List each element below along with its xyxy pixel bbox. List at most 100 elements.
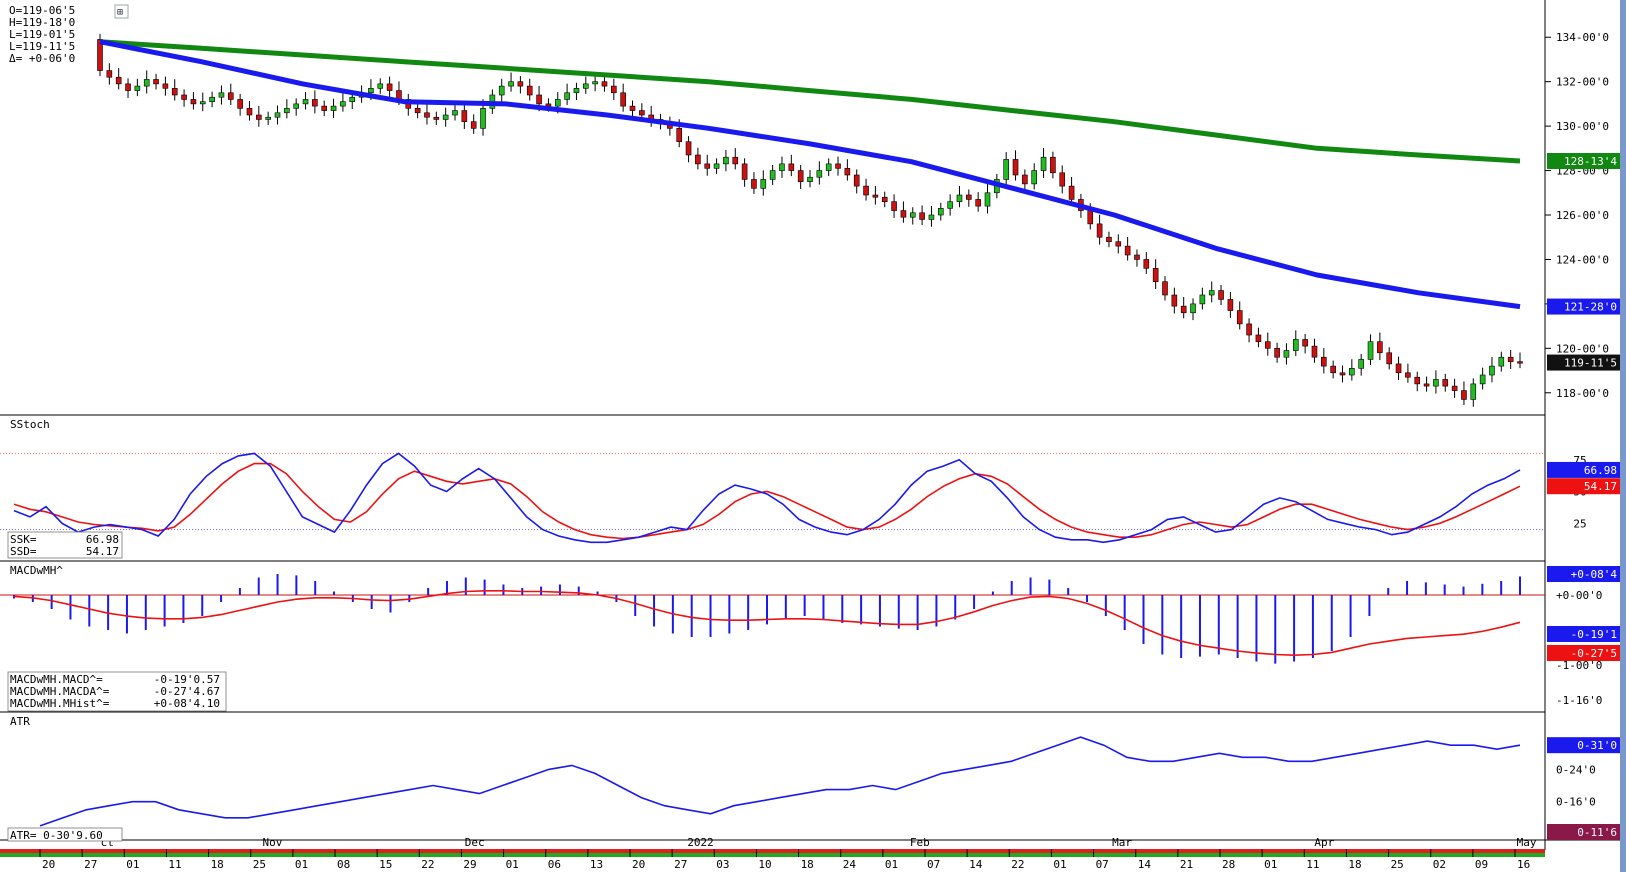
candle-body (1349, 368, 1355, 376)
date-label: 20 (632, 858, 645, 871)
candle-body (1022, 174, 1028, 185)
candle-body (797, 170, 804, 182)
stoch-k-line (13, 452, 1521, 544)
ohlc-line: H=119-18'0 (9, 16, 75, 29)
candle-body (536, 94, 542, 105)
candle-body (368, 88, 374, 94)
date-label: 06 (548, 858, 561, 871)
macd-macd-tag-bg (1547, 626, 1620, 642)
stoch-readout: SSK= 66.98 SSD= 54.17 (7, 531, 123, 559)
candle-body (853, 174, 860, 187)
last-price-tag-bg (1547, 354, 1620, 371)
candle-body (498, 85, 505, 96)
date-label: 16 (1517, 858, 1530, 871)
candle-body (349, 96, 356, 102)
ohlc-line: Δ= +0-06'0 (9, 52, 75, 65)
candle-body (592, 81, 598, 85)
expand-button-frame[interactable] (114, 4, 129, 19)
last-price-tag: 119-11'5 (1564, 357, 1617, 370)
date-label: 09 (1475, 858, 1488, 871)
date-label: 22 (421, 858, 434, 871)
atr-readout-text: ATR= 0-30'9.60 (10, 829, 103, 842)
price-axis-label: 132-00'0 (1556, 76, 1609, 89)
atr-axis-label: 0-16'0 (1556, 796, 1596, 809)
candle-body (171, 88, 178, 96)
candle-body (321, 105, 328, 111)
date-label: 18 (1348, 858, 1361, 871)
candle-body (1059, 172, 1066, 187)
candle-body (760, 179, 767, 189)
candle-body (1236, 310, 1243, 325)
date-label: 13 (590, 858, 603, 871)
candle-body (97, 39, 103, 71)
macd-macd-tag: -0-19'1 (1571, 628, 1617, 641)
stoch-title: SStoch (10, 418, 50, 431)
candle-body (1040, 156, 1047, 171)
atr-line (39, 736, 1521, 827)
expand-button[interactable]: ⊞ (114, 4, 129, 19)
candle-body (1451, 385, 1458, 391)
stochastic-pane (0, 452, 1545, 544)
month-label: Nov (263, 836, 283, 849)
candle-body (1461, 390, 1467, 400)
candle-body (1292, 339, 1299, 351)
date-label: 25 (253, 858, 266, 871)
candle-body (1152, 268, 1159, 282)
month-label: Apr (1314, 836, 1334, 849)
atr-low-tag-bg (1547, 824, 1620, 840)
candle-body (1395, 363, 1402, 374)
candle-body (881, 196, 888, 202)
date-label: 01 (506, 858, 519, 871)
candle-body (1227, 299, 1234, 311)
macda-label: MACDwMH.MACDA^= (10, 685, 110, 698)
candle-body (1339, 372, 1346, 376)
candle-body (115, 76, 122, 85)
stoch-k-tag: 66.98 (1584, 464, 1617, 477)
month-label: Dec (465, 836, 485, 849)
candle-body (1087, 210, 1094, 225)
ohlc-line: L=119-11'5 (9, 40, 75, 53)
date-label: 25 (1391, 858, 1404, 871)
candle-body (209, 96, 215, 102)
date-label: 24 (843, 858, 857, 871)
ssd-value: 54.17 (86, 545, 119, 558)
price-axis-label: 134-00'0 (1556, 31, 1609, 44)
candle-body (863, 185, 869, 196)
macd-axis-label: -1-16'0 (1556, 694, 1602, 707)
date-label: 27 (674, 858, 687, 871)
candle-body (340, 101, 346, 107)
candle-body (1507, 356, 1514, 362)
candle-body (265, 116, 271, 120)
candle-body (237, 99, 243, 109)
date-label: 07 (927, 858, 940, 871)
date-label: 11 (1306, 858, 1319, 871)
candle-body (452, 110, 458, 116)
ssk-value: 66.98 (86, 533, 119, 546)
candle-body (526, 85, 533, 96)
ssd-label: SSD= (10, 545, 37, 558)
date-label: 21 (1180, 858, 1193, 871)
macd-axis-label: -1-00'0 (1556, 659, 1602, 672)
mhist-label: MACDwMH.MHist^= (10, 697, 110, 710)
candle-body (1171, 294, 1178, 307)
date-label: 07 (1096, 858, 1109, 871)
date-band-green (0, 853, 1545, 857)
candle-body (573, 88, 580, 94)
candle-body (1012, 159, 1019, 176)
atr-readout: ATR= 0-30'9.60 (7, 827, 123, 842)
macd-signal-tag-bg (1547, 645, 1620, 661)
candle-body (1199, 294, 1206, 305)
candle-body (844, 168, 851, 176)
date-label: 14 (1138, 858, 1152, 871)
candle-body (732, 156, 739, 165)
candle-body (1283, 350, 1290, 358)
candle-body (816, 170, 823, 178)
candle-body (461, 110, 468, 122)
price-axis-label: 120-00'0 (1556, 342, 1609, 355)
date-label: 10 (758, 858, 771, 871)
ma-slow-tag: 128-13'4 (1564, 155, 1617, 168)
candle-body (1274, 348, 1280, 358)
price-pane (97, 33, 1523, 407)
plus-icon[interactable]: ⊞ (117, 7, 123, 18)
candle-body (966, 194, 972, 200)
